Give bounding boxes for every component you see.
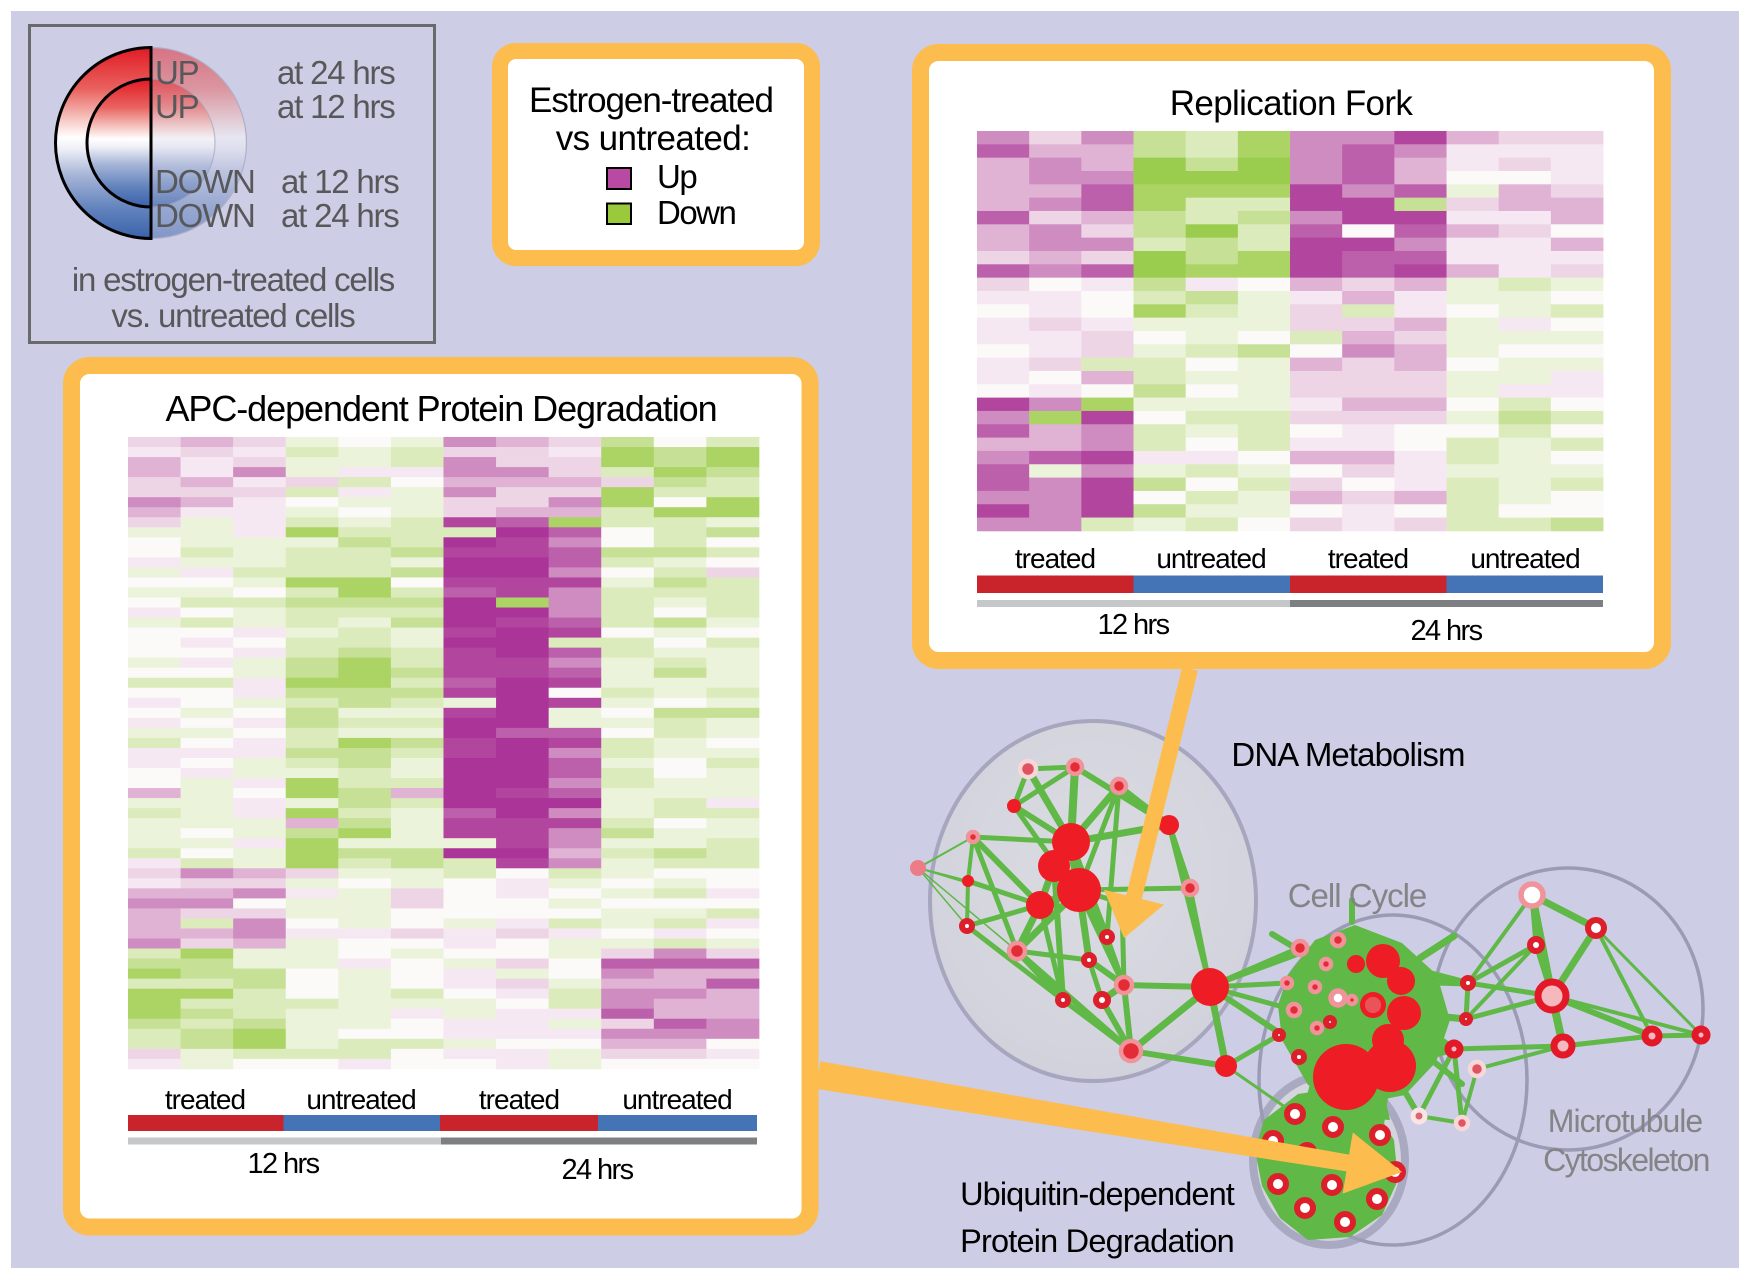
svg-text:in estrogen-treated cells: in estrogen-treated cells [72, 261, 395, 298]
svg-text:untreated: untreated [1470, 543, 1579, 574]
svg-text:12 hrs: 12 hrs [1098, 609, 1170, 641]
svg-text:treated: treated [1328, 543, 1408, 574]
svg-text:Estrogen-treated: Estrogen-treated [529, 81, 773, 120]
svg-text:APC-dependent Protein Degradat: APC-dependent Protein Degradation [165, 388, 716, 429]
svg-text:untreated: untreated [622, 1084, 731, 1115]
svg-text:12 hrs: 12 hrs [248, 1148, 320, 1180]
svg-text:Protein Degradation: Protein Degradation [960, 1223, 1234, 1259]
svg-text:DOWN: DOWN [155, 163, 255, 200]
svg-text:Ubiquitin-dependent: Ubiquitin-dependent [960, 1176, 1235, 1212]
svg-text:at 12 hrs: at 12 hrs [281, 163, 399, 200]
svg-text:24 hrs: 24 hrs [562, 1154, 634, 1186]
svg-text:at 12 hrs: at 12 hrs [277, 88, 395, 125]
svg-text:at 24 hrs: at 24 hrs [277, 54, 395, 91]
svg-text:vs untreated:: vs untreated: [556, 119, 751, 158]
svg-text:Cell Cycle: Cell Cycle [1288, 877, 1427, 914]
svg-text:Down: Down [657, 194, 736, 231]
svg-text:DOWN: DOWN [155, 197, 255, 234]
svg-text:Up: Up [657, 158, 696, 195]
svg-text:untreated: untreated [1156, 543, 1265, 574]
svg-text:treated: treated [479, 1084, 559, 1115]
svg-text:treated: treated [165, 1084, 245, 1115]
svg-text:DNA Metabolism: DNA Metabolism [1231, 736, 1464, 773]
svg-text:at 24 hrs: at 24 hrs [281, 197, 399, 234]
svg-text:Replication Fork: Replication Fork [1170, 84, 1414, 123]
svg-text:Cytoskeleton: Cytoskeleton [1543, 1142, 1709, 1178]
svg-text:UP: UP [155, 88, 199, 125]
svg-text:UP: UP [155, 54, 199, 91]
svg-text:untreated: untreated [306, 1084, 415, 1115]
svg-text:treated: treated [1015, 543, 1095, 574]
svg-text:Microtubule: Microtubule [1548, 1103, 1703, 1139]
svg-text:24 hrs: 24 hrs [1411, 615, 1483, 647]
svg-text:vs. untreated cells: vs. untreated cells [111, 297, 355, 334]
